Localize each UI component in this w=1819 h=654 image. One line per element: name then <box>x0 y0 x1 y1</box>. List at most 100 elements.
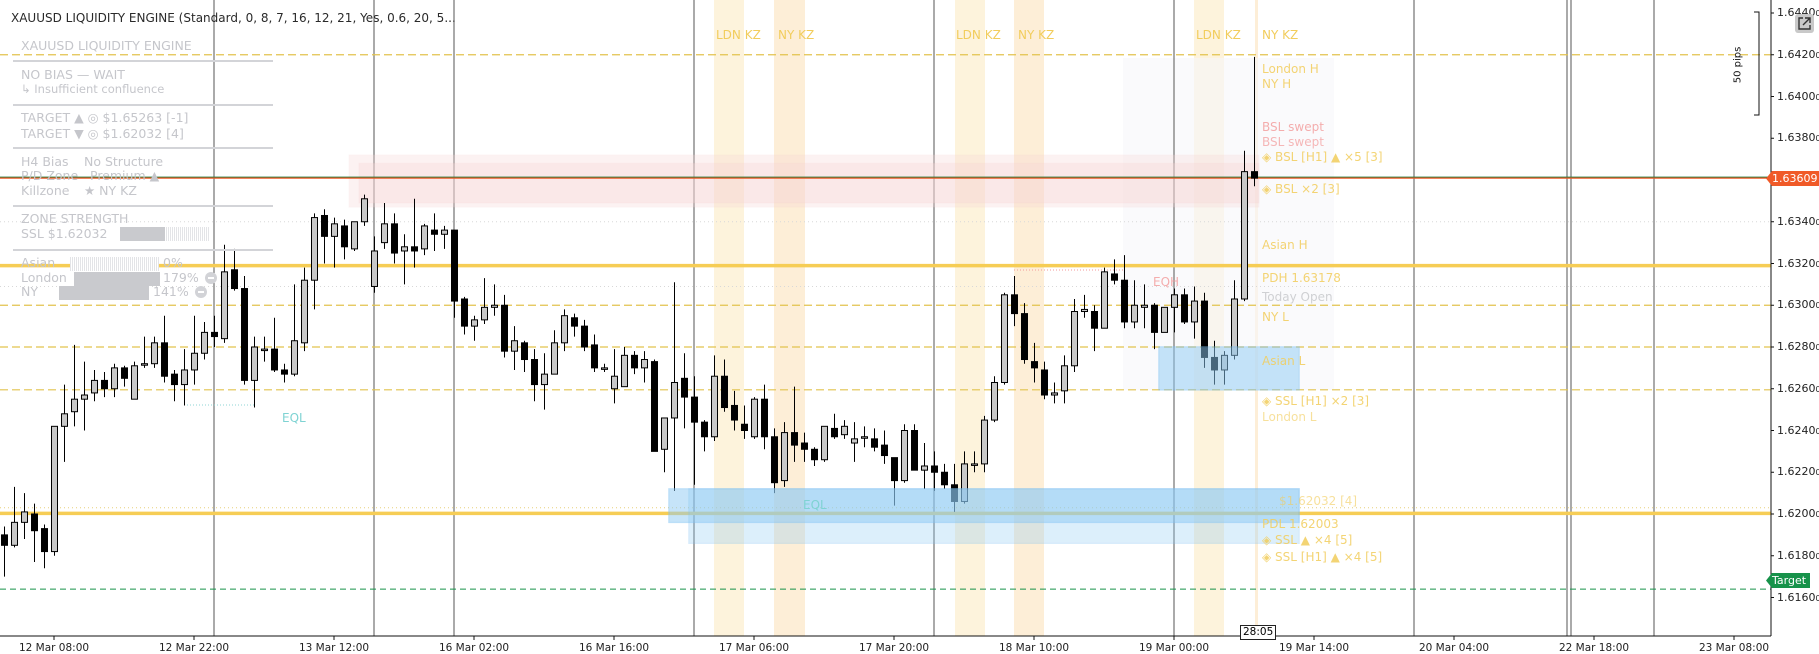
candle <box>161 315 168 383</box>
session-asian-value: 0% <box>163 255 183 270</box>
candle <box>1001 292 1008 385</box>
candle-body <box>871 438 878 448</box>
candle-body <box>381 223 388 244</box>
bsl-label: ◈ BSL ×2 [3] <box>1262 182 1340 196</box>
candle <box>371 236 378 293</box>
candle-body <box>641 359 648 369</box>
time-tick-label: 20 Mar 04:00 <box>1418 642 1490 654</box>
time-tick-label: 22 Mar 18:00 <box>1558 642 1630 654</box>
candle-body <box>341 225 348 248</box>
supply-zone <box>358 162 1260 204</box>
pips-ruler <box>1754 11 1760 116</box>
candle <box>1081 294 1088 318</box>
candle-body <box>201 331 208 354</box>
session-london-value: 179% <box>163 270 199 285</box>
candle <box>1141 284 1148 329</box>
candle <box>551 330 558 375</box>
candle-body <box>31 513 38 532</box>
session-box <box>1123 58 1334 390</box>
price-tick-label: 1.63000 <box>1777 298 1819 312</box>
candle-body <box>371 250 378 287</box>
bsl-h1-label: ◈ BSL [H1] ▲ ×5 [3] <box>1262 150 1383 164</box>
candle <box>71 344 78 427</box>
candle <box>811 447 818 466</box>
candle-body <box>511 340 518 352</box>
london-high-label: London H <box>1262 62 1319 76</box>
candle <box>251 336 258 408</box>
candle <box>671 282 678 492</box>
candle-body <box>431 229 438 235</box>
panel-divider <box>13 104 273 106</box>
price-tick-label: 1.63800 <box>1777 131 1819 145</box>
candle-body <box>211 331 218 338</box>
candle <box>531 349 538 402</box>
candle-body <box>681 377 688 398</box>
candle <box>471 315 478 341</box>
candle <box>421 223 428 256</box>
candle <box>591 334 598 373</box>
candle <box>941 463 948 489</box>
candle-body <box>1101 271 1108 329</box>
candle <box>561 309 568 352</box>
candle <box>301 267 308 352</box>
candle-body <box>761 398 768 438</box>
candle <box>1051 382 1058 404</box>
time-tick-label: 23 Mar 08:00 <box>1698 642 1770 654</box>
candle <box>981 415 988 473</box>
candle-body <box>471 319 478 327</box>
candle <box>1241 150 1248 302</box>
candle-body <box>441 229 448 235</box>
bar-countdown: 28:05 <box>1240 625 1277 640</box>
candle <box>511 326 518 370</box>
candle-body <box>801 442 808 450</box>
candle-body <box>591 344 598 369</box>
price-tick-label: 1.62600 <box>1777 381 1819 395</box>
candle <box>411 198 418 268</box>
candle-body <box>411 246 418 252</box>
candle <box>521 340 528 373</box>
candle <box>1061 355 1068 404</box>
panel-header: XAUUSD LIQUIDITY ENGINE <box>21 38 192 53</box>
candle-body <box>181 369 188 386</box>
ssl-h1-label: ◈ SSL [H1] ×2 [3] <box>1262 394 1370 408</box>
candle <box>931 451 938 492</box>
candle-body <box>151 342 158 365</box>
killzone-value: ★ NY KZ <box>84 183 137 198</box>
candle <box>761 384 768 450</box>
candle <box>481 278 488 325</box>
candle <box>241 276 248 385</box>
price-tick-label: 1.62000 <box>1777 507 1819 520</box>
time-tick-label: 19 Mar 14:00 <box>1278 642 1350 654</box>
candle-body <box>1081 308 1088 313</box>
candle <box>451 229 458 318</box>
candle <box>171 369 178 402</box>
pd-zone-label: P/D Zone <box>21 168 79 183</box>
candle <box>831 413 838 439</box>
candle <box>781 422 788 487</box>
candle <box>681 353 688 429</box>
candle-body <box>461 298 468 327</box>
indicator-title[interactable]: XAUUSD LIQUIDITY ENGINE (Standard, 0, 8,… <box>11 11 456 25</box>
eql-label: EQL <box>282 411 306 425</box>
candle-body <box>81 394 88 400</box>
candle-body <box>161 342 168 377</box>
candle-body <box>601 367 608 370</box>
killzone-label-ldn: LDN KZ <box>956 28 1001 42</box>
candle <box>441 225 448 249</box>
ny-low-label: NY L <box>1262 310 1289 324</box>
bsl-swept-label: BSL swept <box>1262 135 1324 149</box>
candle-body <box>771 436 778 484</box>
external-link-icon[interactable] <box>1795 14 1814 33</box>
candle-body <box>911 430 918 471</box>
candle-body <box>941 471 948 486</box>
candle-body <box>841 425 848 436</box>
panel-divider <box>13 147 273 149</box>
candle <box>651 359 658 452</box>
asian-high-label: Asian H <box>1262 238 1308 252</box>
candle <box>391 213 398 264</box>
candle <box>731 390 738 431</box>
candle <box>571 313 578 337</box>
candle-body <box>421 225 428 250</box>
candle <box>1 526 8 577</box>
